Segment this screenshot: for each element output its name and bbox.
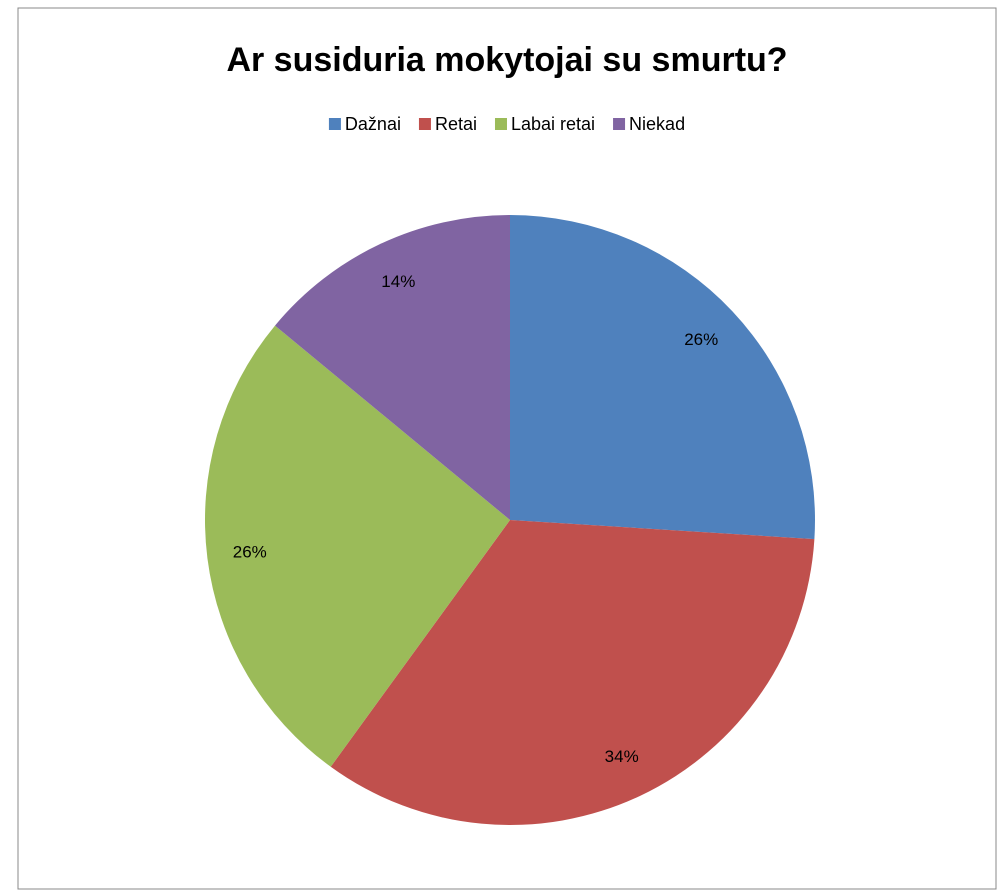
pie-slice bbox=[274, 215, 510, 520]
legend-swatch bbox=[418, 118, 431, 130]
data-label: 26% bbox=[684, 330, 718, 349]
pie-slice bbox=[330, 520, 815, 826]
legend-label: Labai retai bbox=[511, 114, 595, 134]
pie-slice bbox=[510, 215, 815, 540]
data-label: 26% bbox=[233, 542, 267, 561]
pie-slice bbox=[204, 325, 510, 767]
legend-label: Dažnai bbox=[345, 114, 401, 134]
legend-label: Niekad bbox=[629, 114, 685, 134]
legend-swatch bbox=[613, 118, 626, 130]
chart-title: Ar susiduria mokytojai su smurtu? bbox=[226, 41, 787, 79]
legend-swatch bbox=[328, 118, 341, 130]
legend-label: Retai bbox=[435, 114, 477, 134]
data-label: 14% bbox=[381, 272, 415, 291]
data-label: 34% bbox=[605, 747, 639, 766]
legend-swatch bbox=[494, 118, 507, 130]
